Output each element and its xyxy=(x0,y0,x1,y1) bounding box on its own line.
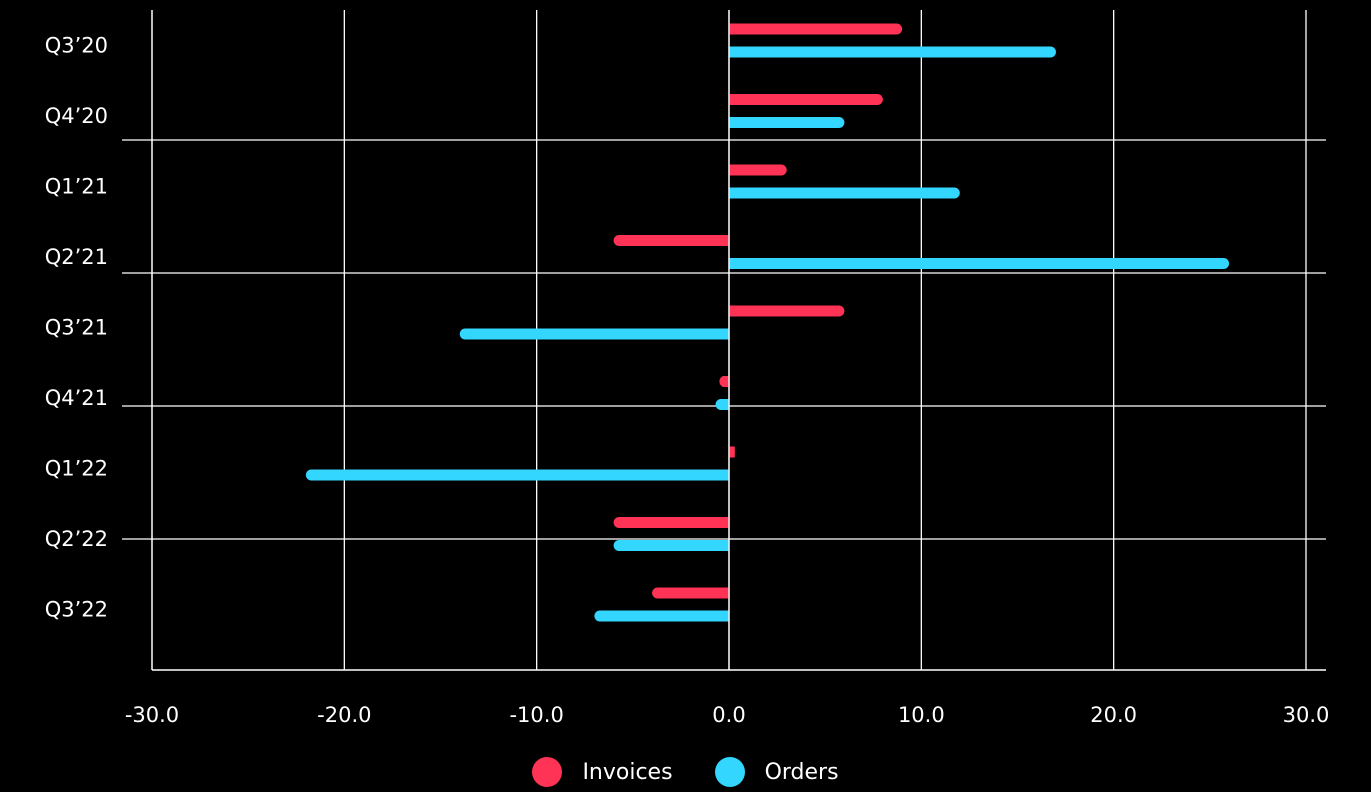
bar-invoices-3[interactable] xyxy=(613,235,729,246)
bar-base xyxy=(723,469,729,481)
y-tick-label: Q2’21 xyxy=(45,245,108,269)
legend-label-invoices: Invoices xyxy=(582,759,673,785)
bar-base xyxy=(729,164,735,176)
x-tick-label: 0.0 xyxy=(712,703,745,727)
bar-base xyxy=(723,328,729,340)
bar-orders-2[interactable] xyxy=(729,187,960,199)
y-tick-label: Q3’20 xyxy=(45,34,108,58)
bar-base xyxy=(729,258,735,269)
bar-rect xyxy=(729,305,845,317)
bar-orders-5[interactable] xyxy=(715,399,729,410)
bar-orders-1[interactable] xyxy=(729,117,845,128)
x-tick-label: -20.0 xyxy=(317,703,371,727)
bar-rect xyxy=(729,23,903,35)
x-tick-label: 10.0 xyxy=(898,703,945,727)
bar-base xyxy=(723,376,729,387)
bar-invoices-7[interactable] xyxy=(613,517,729,528)
bar-rect xyxy=(729,187,960,199)
y-tick-label: Q1’21 xyxy=(45,175,108,199)
bar-orders-7[interactable] xyxy=(613,540,729,551)
bar-rect xyxy=(729,117,845,128)
bar-rect xyxy=(459,328,729,340)
grid-lines xyxy=(122,10,1326,671)
y-tick-label: Q4’21 xyxy=(45,386,108,410)
bar-rect xyxy=(613,540,729,551)
bar-base xyxy=(729,46,735,58)
bar-invoices-5[interactable] xyxy=(719,376,729,387)
bar-base xyxy=(723,610,729,622)
legend: Invoices Orders xyxy=(0,752,1371,792)
bar-invoices-0[interactable] xyxy=(729,23,903,35)
bar-orders-4[interactable] xyxy=(459,328,729,340)
bar-base xyxy=(723,540,729,551)
bar-base xyxy=(723,587,729,599)
bar-base xyxy=(729,23,735,35)
tick-labels: Q3’20 Q4’20 Q1’21 Q2’21 Q3’21 Q4’21 Q1’22 Q2’22… xyxy=(45,34,1330,728)
bar-orders-0[interactable] xyxy=(729,46,1056,58)
bars xyxy=(305,10,1230,670)
bar-base xyxy=(729,305,735,317)
bar-invoices-1[interactable] xyxy=(729,94,883,105)
bar-rect xyxy=(305,469,729,481)
bar-orders-6[interactable] xyxy=(305,469,729,481)
invoices-swatch-icon xyxy=(532,757,563,787)
bar-orders-3[interactable] xyxy=(729,258,1230,269)
y-tick-label: Q4’20 xyxy=(45,104,108,128)
y-tick-label: Q3’21 xyxy=(45,316,108,340)
y-tick-label: Q3’22 xyxy=(45,598,108,622)
bar-rect xyxy=(613,235,729,246)
legend-item-orders[interactable]: Orders xyxy=(714,757,839,787)
y-tick-label: Q2’22 xyxy=(45,527,108,551)
bar-orders-8[interactable] xyxy=(594,610,729,622)
bar-rect xyxy=(652,587,729,599)
bar-base xyxy=(723,517,729,528)
bar-base xyxy=(723,235,729,246)
bar-invoices-6[interactable] xyxy=(729,446,735,458)
x-tick-label: -10.0 xyxy=(509,703,563,727)
bar-rect xyxy=(729,164,787,176)
orders-swatch-icon xyxy=(714,757,745,787)
y-tick-label: Q1’22 xyxy=(45,457,108,481)
bar-base xyxy=(723,399,729,410)
bar-invoices-8[interactable] xyxy=(652,587,729,599)
legend-label-orders: Orders xyxy=(764,759,839,785)
bar-rect xyxy=(729,94,883,105)
bar-base xyxy=(729,187,735,199)
bar-rect xyxy=(594,610,729,622)
bar-base xyxy=(729,94,735,105)
x-tick-label: 30.0 xyxy=(1283,703,1330,727)
bar-rect xyxy=(613,517,729,528)
x-tick-label: 20.0 xyxy=(1090,703,1137,727)
bar-invoices-2[interactable] xyxy=(729,164,787,176)
legend-item-invoices[interactable]: Invoices xyxy=(532,757,673,787)
bar-rect xyxy=(729,258,1230,269)
bar-invoices-4[interactable] xyxy=(729,305,845,317)
x-tick-label: -30.0 xyxy=(125,703,179,727)
bar-base xyxy=(729,446,735,458)
bar-rect xyxy=(729,46,1056,58)
bar-base xyxy=(729,117,735,128)
